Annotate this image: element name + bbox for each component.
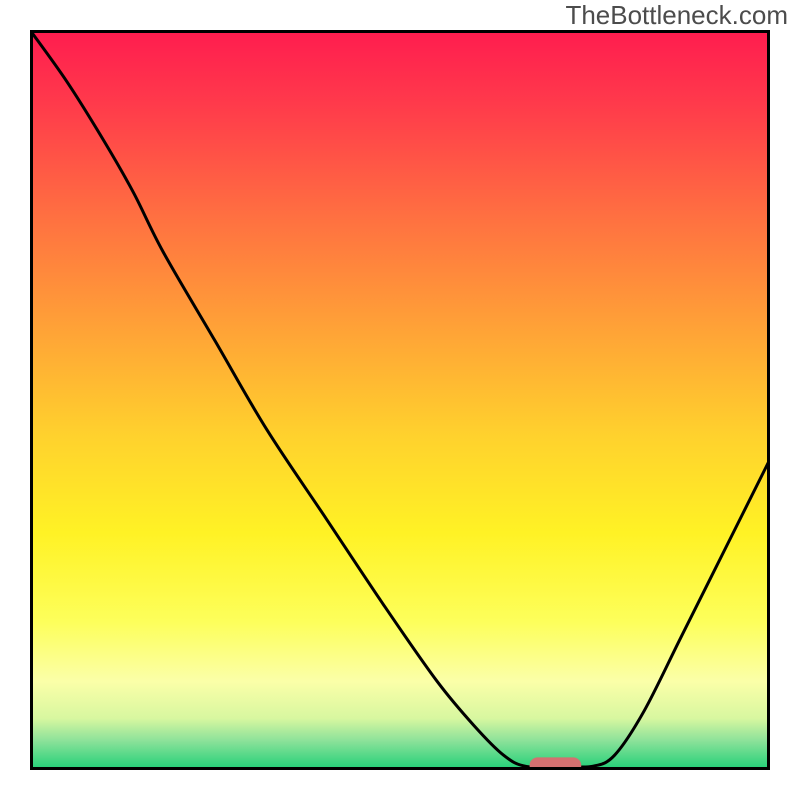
plot-svg <box>30 30 770 770</box>
bottleneck-plot <box>30 30 770 770</box>
watermark-text: TheBottleneck.com <box>565 0 788 31</box>
chart-container: TheBottleneck.com <box>0 0 800 800</box>
plot-background <box>30 30 770 770</box>
